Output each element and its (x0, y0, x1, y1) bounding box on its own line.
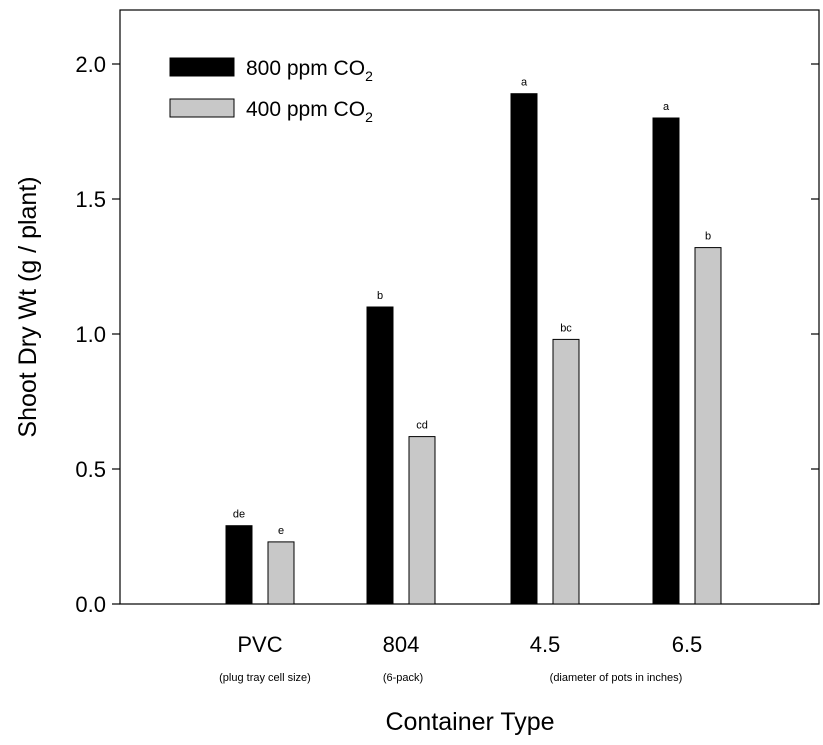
significance-letter: bc (560, 322, 572, 334)
bar-400ppm-1 (408, 436, 436, 605)
bars-group (225, 93, 722, 605)
bar-800ppm-1 (366, 306, 394, 605)
bar-400ppm-3 (694, 247, 722, 605)
bar-800ppm-3 (652, 117, 680, 605)
y-axis: 0.0 0.5 1.0 1.5 2.0 (75, 52, 819, 617)
x-tick-label: 804 (383, 632, 420, 657)
significance-letter: e (278, 525, 284, 537)
legend-swatch-800 (169, 57, 235, 77)
significance-letter: cd (416, 420, 428, 432)
bar-letters-group: de e b cd a bc a b (233, 77, 711, 537)
bar-800ppm-2 (510, 93, 538, 605)
legend-swatch-400 (169, 98, 235, 118)
legend-label-800: 800 ppm CO2 (246, 57, 373, 84)
significance-letter: a (521, 77, 528, 89)
y-axis-title: Shoot Dry Wt (g / plant) (14, 176, 42, 437)
legend: 800 ppm CO2 400 ppm CO2 (169, 57, 373, 125)
bar-400ppm-2 (552, 338, 580, 605)
y-tick-label: 2.0 (75, 52, 106, 77)
significance-letter: b (705, 231, 711, 243)
x-tick-label: PVC (237, 632, 282, 657)
y-tick-label: 1.0 (75, 322, 106, 347)
x-axis-title: Container Type (385, 708, 554, 736)
x-tick-label: 6.5 (672, 632, 703, 657)
significance-letter: de (233, 509, 245, 521)
y-tick-label: 1.5 (75, 187, 106, 212)
legend-label-400: 400 ppm CO2 (246, 98, 373, 125)
plot-frame (119, 9, 820, 605)
significance-letter: b (377, 290, 383, 302)
y-tick-label: 0.0 (75, 592, 106, 617)
category-note-804: (6-pack) (383, 672, 423, 684)
significance-letter: a (663, 101, 670, 113)
category-note-pvc: (plug tray cell size) (219, 672, 311, 684)
y-tick-label: 0.5 (75, 457, 106, 482)
bar-800ppm-0 (225, 525, 253, 605)
category-note-pots: (diameter of pots in inches) (550, 672, 683, 684)
x-tick-label: 4.5 (530, 632, 561, 657)
bar-400ppm-0 (267, 541, 295, 605)
x-axis: PVC 804 4.5 6.5 (237, 632, 702, 657)
